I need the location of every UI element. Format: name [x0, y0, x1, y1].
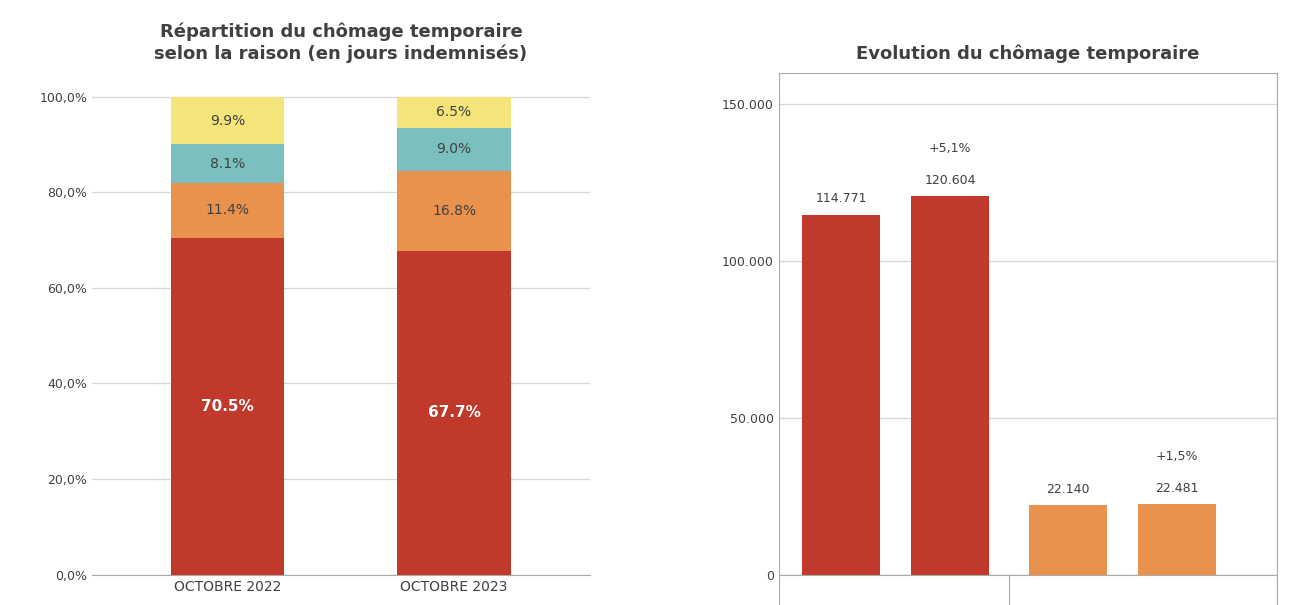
- Bar: [171, 97, 284, 145]
- Bar: [911, 196, 988, 575]
- Bar: [397, 251, 511, 575]
- Bar: [397, 97, 511, 128]
- Bar: [1029, 505, 1107, 575]
- Bar: [171, 238, 284, 575]
- Text: 8.1%: 8.1%: [211, 157, 246, 171]
- Title: Evolution du chômage temporaire: Evolution du chômage temporaire: [855, 44, 1199, 63]
- Text: 120.604: 120.604: [924, 174, 975, 187]
- Text: 70.5%: 70.5%: [201, 399, 254, 414]
- Bar: [1138, 504, 1216, 575]
- Text: 16.8%: 16.8%: [432, 204, 476, 218]
- Text: +1,5%: +1,5%: [1155, 450, 1199, 463]
- Bar: [171, 183, 284, 238]
- Bar: [171, 145, 284, 183]
- Text: OCTOBRE 2022: OCTOBRE 2022: [1063, 601, 1073, 605]
- Text: 114.771: 114.771: [816, 192, 867, 205]
- Title: Répartition du chômage temporaire
selon la raison (en jours indemnisés): Répartition du chômage temporaire selon …: [154, 23, 528, 63]
- Text: OCTOBRE 2023: OCTOBRE 2023: [945, 601, 955, 605]
- Text: OCTOBRE 2022: OCTOBRE 2022: [836, 601, 846, 605]
- Text: 6.5%: 6.5%: [437, 105, 471, 119]
- Text: OCTOBRE 2023: OCTOBRE 2023: [1173, 601, 1182, 605]
- Text: +5,1%: +5,1%: [929, 142, 971, 155]
- Text: 22.481: 22.481: [1155, 482, 1199, 495]
- Bar: [803, 215, 880, 575]
- Text: 9.9%: 9.9%: [211, 114, 246, 128]
- Text: 22.140: 22.140: [1046, 483, 1090, 496]
- Bar: [397, 171, 511, 251]
- Text: 67.7%: 67.7%: [428, 405, 480, 420]
- Bar: [397, 128, 511, 171]
- Text: 11.4%: 11.4%: [205, 203, 250, 217]
- Text: 9.0%: 9.0%: [437, 142, 471, 156]
